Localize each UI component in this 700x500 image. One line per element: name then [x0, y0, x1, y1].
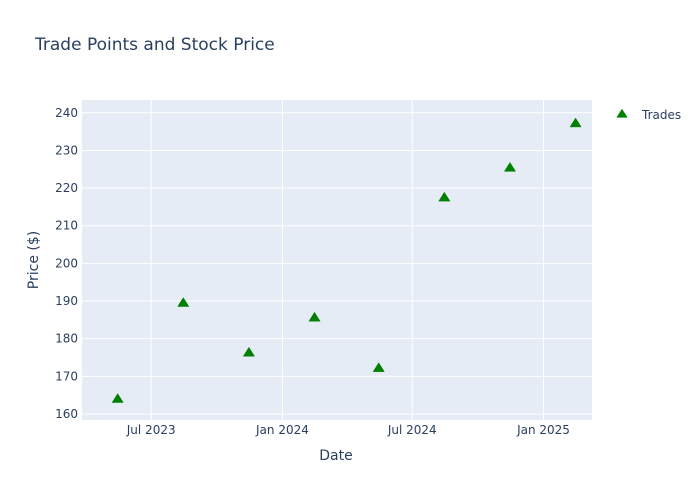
x-tick-labels: Jul 2023 Jan 2024 Jul 2024 Jan 2025 [126, 423, 570, 437]
x-tick-label: Jul 2023 [126, 423, 176, 437]
trade-point-marker[interactable] [372, 362, 385, 372]
y-tick-labels: 160 170 180 190 200 210 220 230 240 [55, 106, 78, 421]
trade-point-marker[interactable] [177, 297, 190, 307]
x-tick-label: Jul 2024 [387, 423, 437, 437]
y-axis-title: Price ($) [26, 231, 42, 289]
trade-point-marker[interactable] [503, 161, 517, 172]
y-tick-label: 190 [55, 294, 78, 308]
trade-point-marker[interactable] [308, 311, 321, 322]
legend[interactable]: Trades [616, 108, 681, 122]
trade-point-marker[interactable] [242, 346, 255, 357]
trade-point-marker[interactable] [438, 191, 451, 202]
legend-marker-triangle-icon [616, 108, 628, 118]
x-tick-label: Jan 2025 [516, 423, 570, 437]
y-gridlines [82, 112, 592, 415]
y-tick-label: 170 [55, 369, 78, 383]
y-tick-label: 160 [55, 407, 78, 421]
x-gridlines [150, 100, 544, 420]
trade-markers [111, 117, 582, 403]
y-tick-label: 240 [55, 106, 78, 120]
chart-title: Trade Points and Stock Price [34, 35, 275, 55]
trade-point-marker[interactable] [569, 117, 582, 128]
y-tick-label: 220 [55, 181, 78, 195]
plot-background [82, 100, 592, 420]
x-axis-title: Date [319, 448, 352, 464]
y-tick-label: 180 [55, 332, 78, 346]
trade-point-marker[interactable] [111, 393, 124, 403]
y-tick-label: 230 [55, 143, 78, 157]
legend-label-trades: Trades [641, 108, 681, 122]
x-tick-label: Jan 2024 [255, 423, 309, 437]
y-tick-label: 200 [55, 256, 78, 270]
y-tick-label: 210 [55, 219, 78, 233]
